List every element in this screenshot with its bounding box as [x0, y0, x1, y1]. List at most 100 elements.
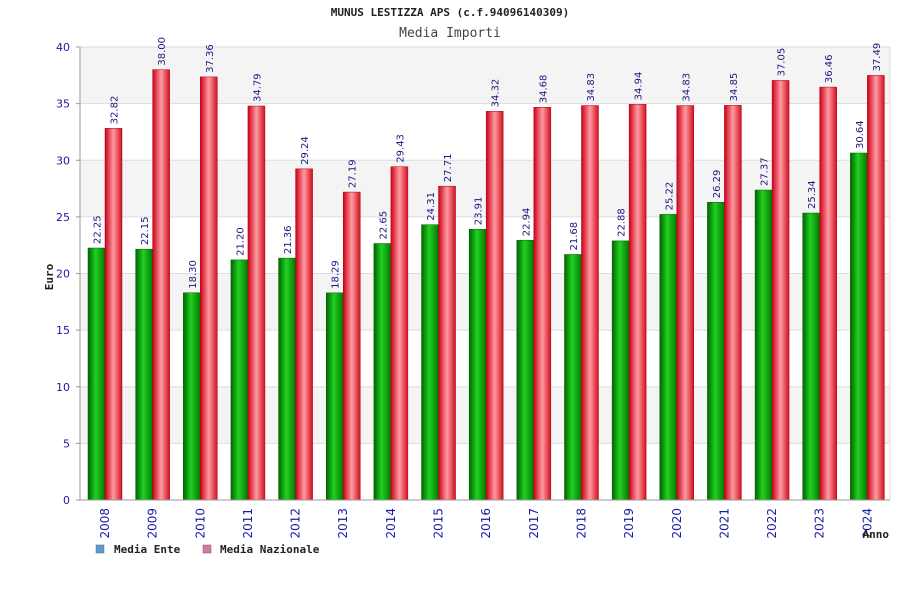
bar-media-ente-2011	[230, 259, 249, 501]
bar-media-nazionale-2015	[438, 185, 456, 501]
y-tick-label: 30	[56, 154, 70, 167]
x-axis-label: Anno	[863, 528, 890, 541]
bar-media-nazionale-2021	[724, 105, 742, 501]
x-tick-label-2013: 2013	[336, 508, 350, 539]
value-label-media-ente-2023: 25.34	[807, 180, 818, 209]
value-label-media-ente-2019: 22.88	[617, 208, 628, 237]
y-axis-label: Euro	[43, 263, 56, 290]
value-label-media-nazionale-2021: 34.85	[729, 73, 740, 102]
y-tick-label: 40	[56, 41, 70, 54]
value-label-media-ente-2016: 23.91	[474, 197, 485, 226]
bar-media-ente-2018	[564, 254, 582, 501]
bar-media-nazionale-2023	[819, 86, 837, 501]
bar-media-ente-2019	[611, 240, 630, 501]
value-label-media-nazionale-2019: 34.94	[634, 72, 645, 101]
y-tick-label: 0	[63, 494, 70, 507]
y-tick-label: 20	[56, 268, 70, 281]
value-label-media-ente-2024: 30.64	[855, 120, 866, 149]
x-tick-label-2022: 2022	[765, 508, 779, 539]
bar-media-nazionale-2020	[676, 105, 695, 501]
value-label-media-ente-2017: 22.94	[521, 208, 532, 237]
bar-media-nazionale-2014	[390, 166, 409, 501]
bar-media-ente-2020	[659, 214, 678, 501]
value-label-media-ente-2018: 21.68	[569, 222, 580, 251]
bar-media-ente-2008	[87, 247, 106, 501]
bar-media-nazionale-2008	[104, 128, 123, 501]
bar-media-ente-2009	[135, 248, 153, 501]
value-label-media-nazionale-2018: 34.83	[586, 73, 597, 102]
legend-label-media-nazionale: Media Nazionale	[220, 543, 320, 556]
value-label-media-ente-2013: 18.29	[331, 260, 342, 289]
legend-swatch-media-ente	[95, 544, 105, 554]
bar-media-ente-2016	[468, 228, 487, 501]
y-tick-label: 15	[56, 324, 70, 337]
x-tick-label-2012: 2012	[289, 508, 303, 539]
value-label-media-ente-2020: 25.22	[664, 182, 675, 211]
value-label-media-ente-2008: 22.25	[93, 215, 104, 244]
bar-media-ente-2024	[850, 152, 868, 501]
x-tick-label-2021: 2021	[717, 508, 731, 539]
value-label-media-nazionale-2023: 36.46	[824, 54, 835, 83]
value-label-media-nazionale-2022: 37.05	[777, 48, 788, 77]
legend: Media Ente Media Nazionale	[95, 543, 320, 556]
value-label-media-ente-2022: 27.37	[760, 157, 771, 186]
bar-media-nazionale-2010	[200, 76, 218, 501]
x-tick-label-2016: 2016	[479, 508, 493, 539]
chart-subtitle: Media Importi	[399, 26, 501, 41]
bar-media-nazionale-2016	[485, 111, 504, 501]
bar-media-ente-2021	[707, 202, 725, 501]
x-axis-ticks: 2008 2009 2010 2011 2012 2013 2014 2015 2016 2017…	[98, 508, 874, 539]
value-label-media-ente-2010: 18.30	[188, 260, 199, 289]
value-label-media-nazionale-2017: 34.68	[538, 75, 549, 104]
bar-media-nazionale-2011	[247, 105, 266, 501]
bar-media-ente-2015	[421, 224, 439, 501]
bars	[87, 69, 885, 501]
value-label-media-nazionale-2011: 34.79	[252, 73, 263, 102]
x-tick-label-2018: 2018	[574, 508, 588, 539]
y-tick-label: 5	[63, 437, 70, 450]
value-label-media-ente-2012: 21.36	[283, 225, 294, 254]
bar-media-nazionale-2018	[581, 105, 599, 501]
value-label-media-ente-2014: 22.65	[378, 211, 389, 240]
bar-media-ente-2022	[754, 189, 773, 501]
bar-media-ente-2023	[802, 212, 820, 501]
x-tick-label-2017: 2017	[527, 508, 541, 539]
value-label-media-nazionale-2008: 32.82	[110, 96, 121, 125]
bar-media-ente-2013	[325, 292, 344, 501]
x-tick-label-2008: 2008	[98, 508, 112, 539]
x-tick-label-2014: 2014	[384, 508, 398, 539]
bar-media-nazionale-2024	[867, 75, 885, 501]
bar-media-nazionale-2009	[152, 69, 170, 501]
bar-media-nazionale-2013	[342, 191, 361, 501]
value-label-media-nazionale-2009: 38.00	[157, 37, 168, 66]
y-axis-ticks: 0 5 10 15 20 25 30 35 40	[56, 41, 80, 507]
x-tick-label-2011: 2011	[241, 508, 255, 539]
x-tick-label-2024: 2024	[860, 508, 874, 539]
bar-media-ente-2010	[183, 292, 201, 501]
value-label-media-nazionale-2012: 29.24	[300, 136, 311, 165]
x-tick-label-2023: 2023	[813, 508, 827, 539]
bar-media-nazionale-2012	[295, 168, 313, 501]
value-label-media-nazionale-2010: 37.36	[205, 44, 216, 73]
value-label-media-nazionale-2014: 29.43	[395, 134, 406, 163]
value-label-media-ente-2011: 21.20	[235, 227, 246, 256]
x-tick-label-2020: 2020	[670, 508, 684, 539]
value-label-media-ente-2021: 26.29	[712, 170, 723, 199]
bar-media-ente-2012	[278, 257, 296, 501]
x-tick-label-2010: 2010	[193, 508, 207, 539]
bar-media-nazionale-2022	[771, 80, 790, 501]
value-label-media-nazionale-2020: 34.83	[681, 73, 692, 102]
y-tick-label: 25	[56, 211, 70, 224]
value-label-media-nazionale-2016: 34.32	[491, 79, 502, 108]
bar-media-ente-2017	[516, 239, 535, 501]
bar-media-nazionale-2017	[533, 106, 552, 501]
value-label-media-nazionale-2015: 27.71	[443, 154, 454, 183]
value-label-media-nazionale-2024: 37.49	[872, 43, 883, 72]
x-tick-label-2009: 2009	[146, 508, 160, 539]
value-label-media-nazionale-2013: 27.19	[348, 159, 359, 188]
y-tick-label: 10	[56, 381, 70, 394]
y-tick-label: 35	[56, 98, 70, 111]
value-label-media-ente-2009: 22.15	[140, 217, 151, 246]
value-label-media-ente-2015: 24.31	[426, 192, 437, 221]
